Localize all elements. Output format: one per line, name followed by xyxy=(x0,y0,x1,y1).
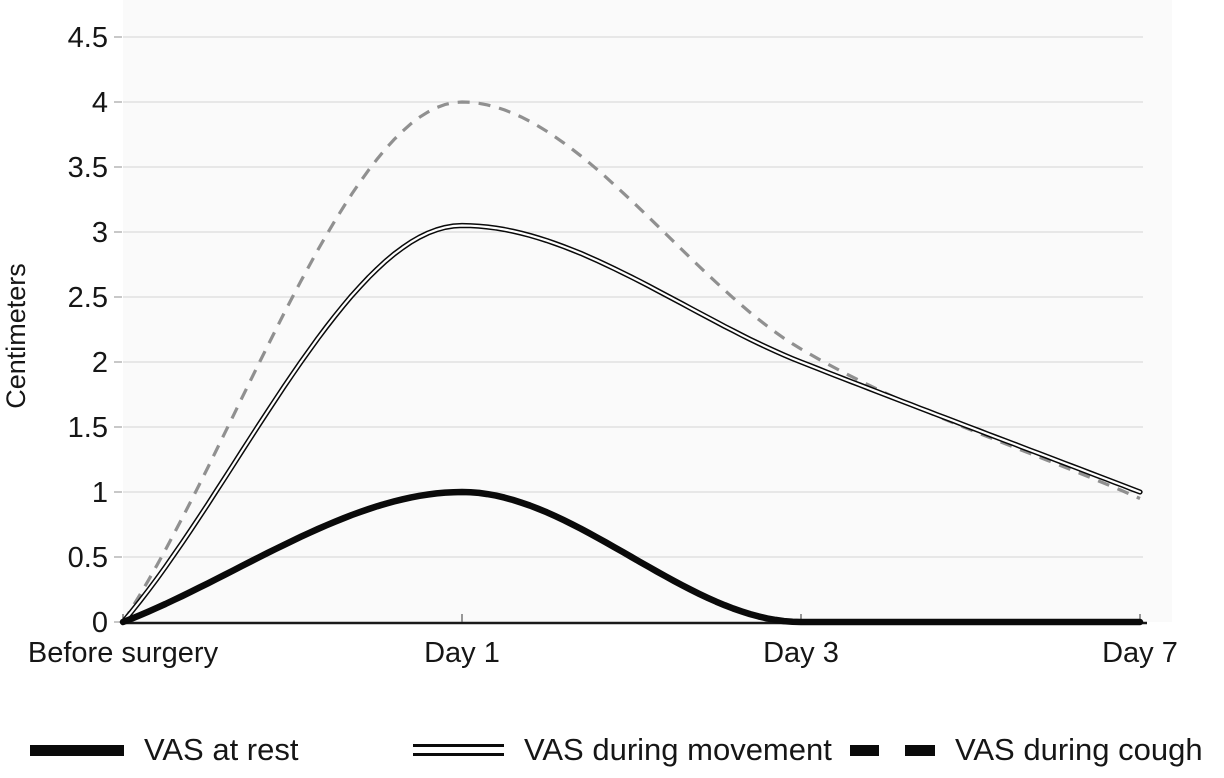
x-tick-label: Day 1 xyxy=(424,637,500,669)
legend-item-vas-at-rest: VAS at rest xyxy=(30,726,299,774)
y-tick-label: 0 xyxy=(92,607,108,639)
legend-label-vas-at-rest: VAS at rest xyxy=(144,732,299,767)
legend-swatch-double-line xyxy=(413,744,504,756)
legend-item-vas-during-movement: VAS during movement xyxy=(413,726,832,774)
y-tick-label: 3 xyxy=(92,217,108,249)
legend: VAS at rest VAS during movement VAS duri… xyxy=(0,726,1224,774)
y-tick-label: 1 xyxy=(92,477,108,509)
x-tick-label: Day 7 xyxy=(1102,637,1178,669)
legend-item-vas-during-cough: VAS during cough xyxy=(850,726,1203,774)
legend-swatch-thick-solid-line xyxy=(30,744,124,756)
y-tick-label: 4 xyxy=(92,87,108,119)
series-line-vas-at-rest xyxy=(119,488,1144,626)
y-tick-label: 3.5 xyxy=(68,152,108,184)
series-line-vas-during-movement-core xyxy=(121,224,1142,624)
plot-background xyxy=(123,0,1172,622)
y-tick-label: 4.5 xyxy=(68,22,108,54)
x-tick-label: Before surgery xyxy=(28,637,219,669)
legend-swatch-dashed-line xyxy=(850,744,935,756)
y-tick-label: 2.5 xyxy=(68,282,108,314)
x-tick-label: Day 3 xyxy=(763,637,839,669)
chart-canvas: 0 0.5 1 1.5 2 2.5 3 3.5 4 4.5 Before surgery Day 1 D… xyxy=(27,0,1178,669)
y-tick-label: 1.5 xyxy=(68,412,108,444)
y-tick-label: 2 xyxy=(92,347,108,379)
legend-label-vas-during-movement: VAS during movement xyxy=(524,732,832,767)
legend-label-vas-during-cough: VAS during cough xyxy=(955,732,1203,767)
y-tick-label: 0.5 xyxy=(68,542,108,574)
